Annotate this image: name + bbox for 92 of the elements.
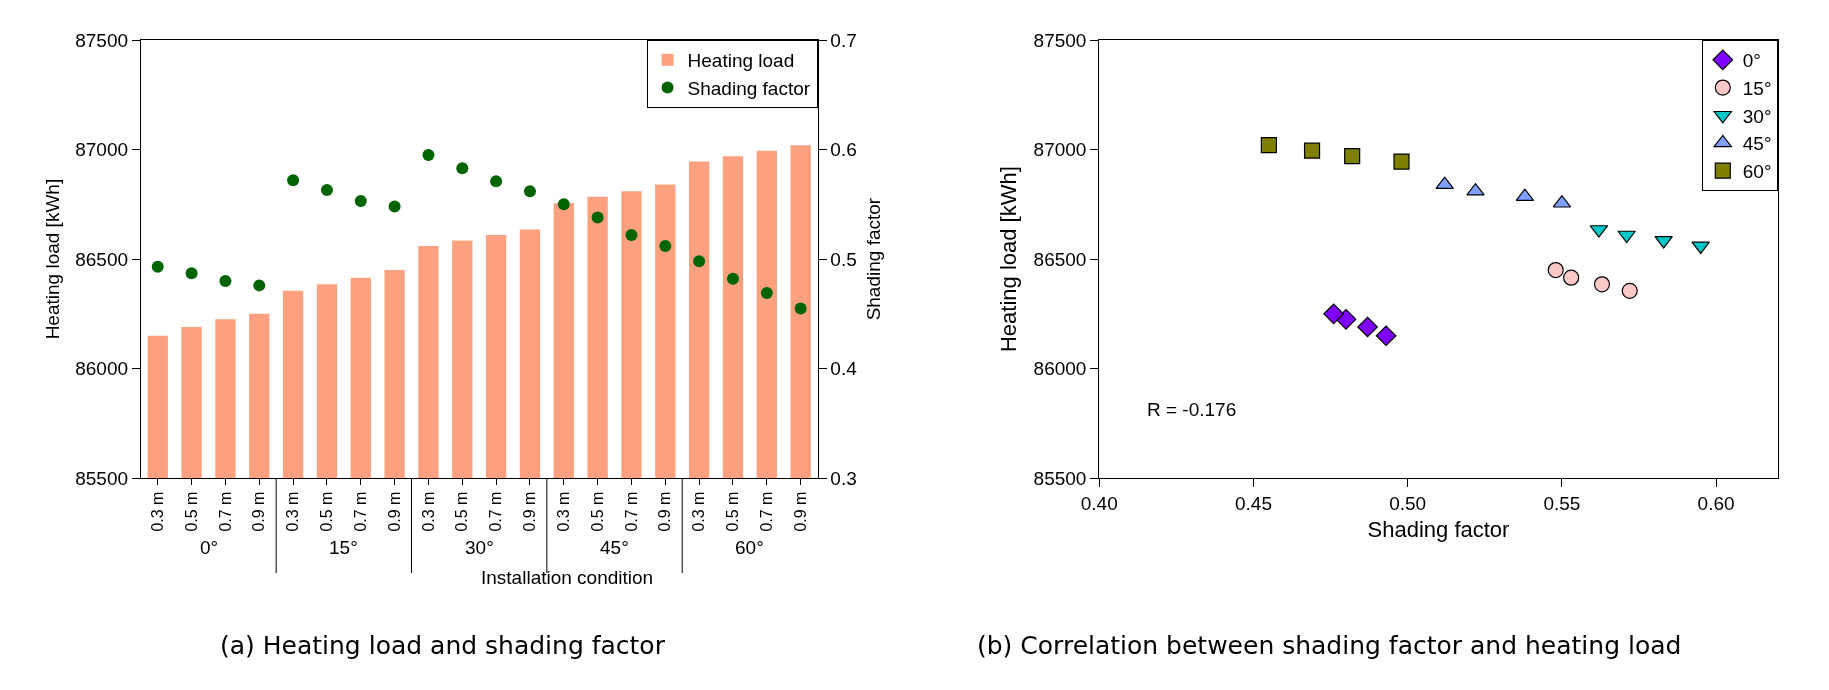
x-tick-label: 0.60 bbox=[1697, 492, 1735, 514]
point bbox=[490, 175, 503, 188]
x-tick-label: 0.5 m bbox=[588, 491, 606, 532]
text: (a) Heating load and shading factor bbox=[220, 631, 666, 660]
x-tick-label: 0.9 m bbox=[250, 491, 268, 532]
legend-label: 0° bbox=[1742, 50, 1761, 72]
y-tick-label: 86000 bbox=[1033, 358, 1087, 380]
x-tick-label: 0.7 m bbox=[487, 491, 505, 532]
x-tick-label: 0.5 m bbox=[182, 491, 200, 532]
y-axis-title: Heating load [kWh] bbox=[996, 166, 1022, 353]
x-tick-label: 0.40 bbox=[1080, 492, 1118, 514]
point bbox=[1323, 303, 1344, 325]
point bbox=[287, 174, 300, 187]
x-tick-label: 0.9 m bbox=[656, 491, 674, 532]
x-tick-label: 0.3 m bbox=[284, 491, 302, 532]
point bbox=[1344, 148, 1361, 165]
text: 45° bbox=[600, 537, 629, 558]
x-tick-label: 0.45 bbox=[1234, 492, 1272, 514]
y-tick-label: 87500 bbox=[75, 29, 129, 51]
point bbox=[625, 229, 638, 241]
point bbox=[659, 239, 672, 252]
point bbox=[693, 255, 706, 268]
point bbox=[354, 195, 367, 208]
y-tick-label: 87000 bbox=[75, 139, 129, 161]
point bbox=[1593, 276, 1611, 293]
y2-tick-label: 0.3 bbox=[830, 467, 857, 489]
x-tick-label: 0.5 m bbox=[453, 491, 471, 532]
annotation: R = -0.176 bbox=[1147, 399, 1237, 420]
x-tick-label: 0.3 m bbox=[419, 491, 437, 532]
y2-tick-label: 0.4 bbox=[830, 358, 858, 380]
x-tick-label: 0.9 m bbox=[521, 491, 539, 532]
y-tick-label: 85500 bbox=[75, 467, 129, 489]
point bbox=[1303, 142, 1321, 159]
text: (b) Correlation between shading factor and heating load bbox=[977, 631, 1682, 660]
point bbox=[388, 200, 401, 213]
x-tick-label: 0.7 m bbox=[758, 491, 776, 532]
x-tick-label: 0.7 m bbox=[351, 491, 369, 532]
y-tick-label: 87000 bbox=[1033, 139, 1087, 161]
x-tick-label: 0.9 m bbox=[385, 491, 403, 532]
legend-label: 30° bbox=[1742, 105, 1772, 127]
x-tick-label: 0.7 m bbox=[622, 491, 640, 532]
point bbox=[1393, 153, 1410, 170]
x-tick-label: 0.3 m bbox=[148, 491, 166, 532]
point bbox=[219, 275, 232, 287]
x-tick-label: 0.3 m bbox=[554, 491, 572, 532]
y-tick-label: 87500 bbox=[1033, 29, 1087, 51]
point bbox=[523, 185, 536, 198]
legend-label: 60° bbox=[1742, 161, 1772, 183]
legend-label: 45° bbox=[1742, 133, 1772, 155]
y2-tick-label: 0.7 bbox=[830, 29, 857, 51]
point bbox=[1515, 188, 1535, 202]
point bbox=[557, 198, 570, 211]
point bbox=[185, 267, 198, 280]
point bbox=[253, 279, 266, 292]
y-tick-label: 86500 bbox=[75, 248, 129, 270]
legend-label: 15° bbox=[1742, 77, 1772, 99]
x-tick-label: 0.7 m bbox=[216, 491, 234, 532]
text: 60° bbox=[735, 537, 764, 558]
y-tick-label: 85500 bbox=[1033, 467, 1087, 489]
point bbox=[1357, 316, 1378, 338]
point bbox=[1621, 282, 1638, 299]
point bbox=[320, 184, 333, 197]
x-tick-label: 0.5 m bbox=[318, 491, 336, 532]
point bbox=[794, 302, 807, 315]
y2-tick-label: 0.6 bbox=[830, 139, 857, 161]
point bbox=[1375, 325, 1397, 347]
x-tick-label: 0.55 bbox=[1543, 492, 1581, 514]
y2-axis-title: Shading factor bbox=[863, 197, 885, 321]
x-tick-label: 0.5 m bbox=[724, 491, 742, 532]
y-tick-label: 86500 bbox=[1033, 248, 1087, 270]
text: 0° bbox=[200, 537, 219, 558]
legend-label: Heating load bbox=[687, 50, 795, 72]
point bbox=[726, 272, 739, 285]
legend-label: Shading factor bbox=[687, 77, 811, 99]
x-tick-label: 0.50 bbox=[1389, 492, 1427, 514]
point bbox=[456, 162, 469, 175]
point bbox=[151, 260, 164, 273]
y2-tick-label: 0.5 bbox=[830, 248, 857, 270]
y-tick-label: 86000 bbox=[75, 358, 129, 380]
point bbox=[1547, 261, 1564, 279]
point bbox=[1260, 137, 1277, 154]
point bbox=[760, 287, 773, 300]
x-tick-label: 0.3 m bbox=[690, 491, 708, 532]
point bbox=[422, 149, 435, 162]
point bbox=[591, 211, 604, 224]
x-axis-title: Shading factor bbox=[1367, 516, 1510, 542]
text: 15° bbox=[329, 537, 358, 558]
y-axis-title: Heating load [kWh] bbox=[42, 178, 64, 340]
x-tick-label: 0.9 m bbox=[791, 491, 809, 532]
point bbox=[1563, 269, 1580, 286]
text: 30° bbox=[465, 537, 494, 558]
x-axis-title: Installation condition bbox=[481, 567, 654, 588]
